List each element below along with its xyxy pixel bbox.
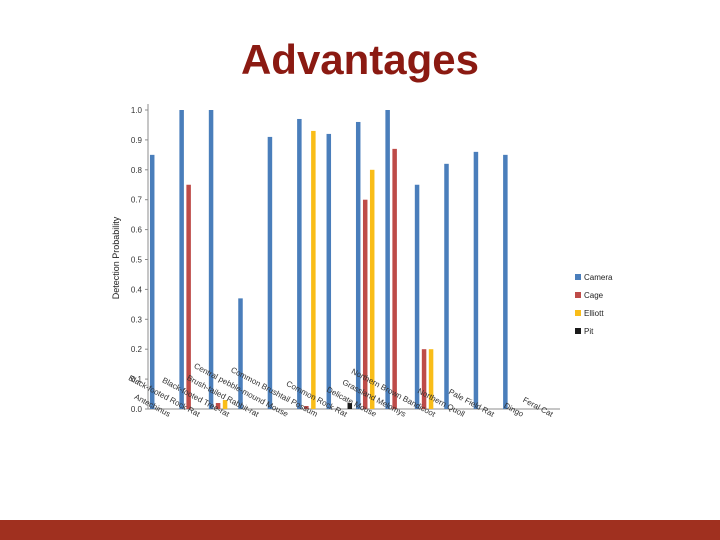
legend-label: Camera — [584, 273, 613, 282]
bar-cage — [215, 403, 221, 409]
legend-label: Pit — [584, 327, 594, 336]
bar-camera — [503, 154, 508, 409]
bar-camera — [355, 121, 361, 410]
bar-camera — [473, 151, 479, 410]
bar-camera — [149, 154, 155, 409]
bar-elliott — [222, 400, 228, 409]
bar-camera — [385, 110, 390, 409]
bar-camera — [238, 298, 243, 409]
legend-swatch — [575, 328, 581, 334]
chart-bars — [149, 110, 508, 410]
bar-elliott — [428, 349, 434, 409]
footer-bar — [0, 520, 720, 540]
chart-labels: 0.0 0.1 0.2 0.3 0.4 0.5 0.6 0.7 0.8 0.9 1.0 Detecti… — [111, 106, 555, 419]
chart-legend: Camera Cage Elliott Pit — [575, 273, 613, 336]
y-axis-label: Detection Probability — [111, 216, 121, 299]
y-tick-label: 0.9 — [131, 136, 143, 145]
slide-title: Advantages — [240, 36, 480, 83]
bar-pit — [347, 403, 353, 409]
bar-cage — [421, 349, 427, 409]
y-tick-label: 1.0 — [131, 106, 143, 115]
bar-camera — [179, 110, 184, 409]
y-tick-label: 0.3 — [131, 315, 143, 324]
legend-label: Cage — [584, 291, 604, 300]
bar-cage — [362, 199, 368, 409]
y-tick-label: 0.8 — [131, 166, 143, 175]
bar-cage — [186, 184, 191, 409]
bar-camera — [267, 136, 273, 409]
y-tick-label: 0.6 — [131, 226, 143, 235]
y-tick-label: 0.1 — [131, 375, 143, 384]
bar-camera — [414, 184, 420, 409]
bar-camera — [326, 133, 332, 410]
bar-cage — [392, 148, 397, 409]
bar-cage — [304, 406, 309, 409]
x-category-label: Feral Cat — [521, 395, 555, 419]
bar-camera — [297, 118, 302, 409]
y-tick-label: 0.7 — [131, 196, 143, 205]
bar-camera — [444, 163, 449, 409]
bar-elliott — [369, 169, 375, 409]
y-tick-label: 0.4 — [131, 285, 143, 294]
legend-swatch — [575, 274, 581, 280]
y-tick-label: 0.0 — [131, 405, 143, 414]
bar-camera — [208, 110, 214, 409]
chart-axes — [145, 104, 560, 410]
legend-label: Elliott — [584, 309, 604, 318]
legend-swatch — [575, 310, 581, 316]
legend-swatch — [575, 292, 581, 298]
bar-elliott — [311, 130, 316, 409]
y-tick-label: 0.2 — [131, 345, 143, 354]
y-tick-label: 0.5 — [131, 256, 143, 265]
